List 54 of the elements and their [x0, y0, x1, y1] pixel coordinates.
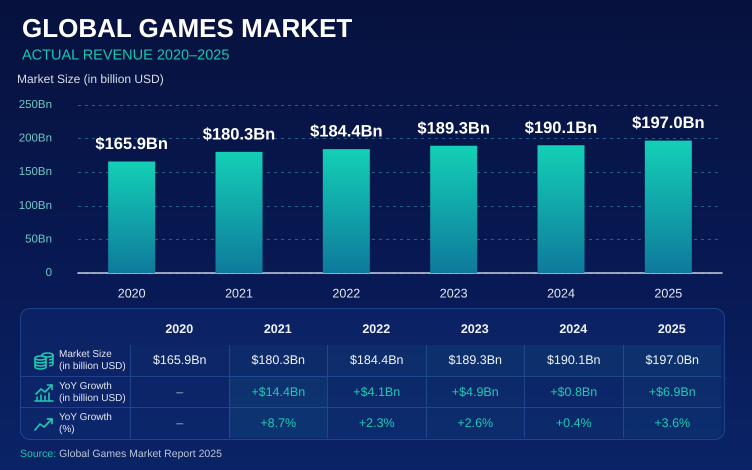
x-tick-label: 2023: [460, 321, 490, 338]
bar: [322, 149, 370, 273]
y-tick-label: 100Bn: [18, 200, 52, 212]
data-label: $189.3Bn: [417, 119, 490, 138]
y-tick-label: 0: [46, 267, 52, 279]
data-label: +2.6%: [426, 407, 524, 438]
y-tick-label: YoY Growth (%): [59, 410, 112, 436]
x-tick-label: 2024: [547, 286, 575, 300]
data-label: +$6.9Bn: [622, 376, 721, 407]
data-label: $165.9Bn: [95, 135, 168, 154]
x-tick-label: 2023: [440, 286, 468, 300]
x-tick-label: 2020: [118, 286, 146, 300]
data-label: +$0.8Bn: [524, 376, 622, 407]
y-tick-label: Market Size (in billion USD): [59, 348, 126, 374]
data-label: +8.7%: [228, 407, 327, 438]
data-label: $184.4Bn: [327, 345, 426, 376]
data-label: $189.3Bn: [426, 345, 524, 376]
data-label: +$4.9Bn: [426, 376, 524, 407]
x-tick-label: 2020: [164, 321, 194, 338]
data-label: $197.0Bn: [632, 114, 705, 132]
bar: [644, 140, 692, 273]
data-label: +0.4%: [524, 407, 622, 438]
source-note: Source: Global Games Market Report 2025: [20, 448, 222, 460]
bar: [108, 162, 156, 273]
x-tick-label: 2021: [262, 321, 293, 338]
x-tick-label: 2021: [225, 286, 253, 300]
x-tick-label: 2022: [361, 321, 392, 338]
data-label: +$4.1Bn: [327, 376, 426, 407]
data-label: +3.6%: [622, 407, 721, 438]
chart-subtitle: ACTUAL REVENUE 2020–2025: [22, 48, 230, 64]
x-tick-label: 2025: [654, 286, 682, 300]
y-tick-label: 150Bn: [18, 166, 52, 178]
bar: [538, 145, 584, 273]
data-label: $190.1Bn: [524, 345, 622, 376]
data-label: +$14.4Bn: [228, 376, 327, 407]
data-label: $190.1Bn: [524, 118, 598, 137]
data-label: $180.3Bn: [202, 125, 276, 144]
x-tick-label: 2025: [656, 321, 687, 338]
bar: [430, 146, 478, 273]
chart-title: GLOBAL GAMES MARKET: [22, 13, 352, 43]
data-label: $180.3Bn: [228, 345, 327, 376]
data-label: $197.0Bn: [622, 345, 721, 376]
bar: [216, 152, 262, 273]
data-label: $165.9Bn: [130, 345, 228, 376]
y-tick-label: 50Bn: [25, 233, 52, 246]
x-tick-label: 2022: [332, 286, 360, 300]
y-tick-label: 250Bn: [18, 99, 52, 111]
data-label: +2.3%: [327, 407, 426, 438]
text: –: [176, 385, 184, 399]
y-tick-label: 200Bn: [18, 132, 52, 145]
x-tick-label: 2024: [558, 321, 588, 338]
y-tick-label: YoY Growth (in billion USD): [59, 380, 126, 406]
text: –: [176, 416, 184, 430]
data-label: $184.4Bn: [310, 122, 383, 141]
